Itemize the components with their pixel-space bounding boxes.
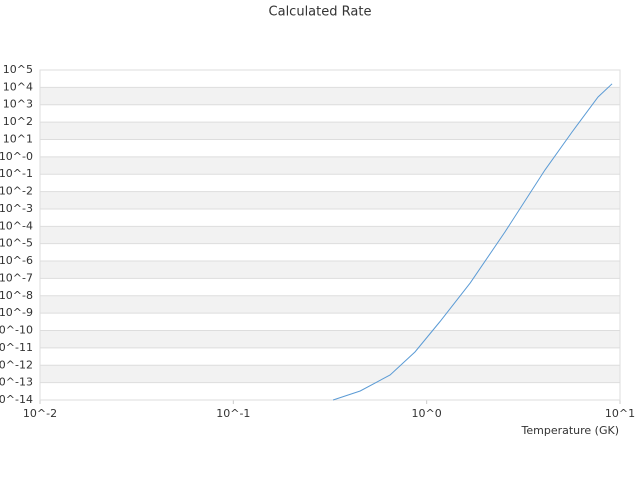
grid-band xyxy=(40,261,620,279)
grid-band xyxy=(40,156,620,175)
x-tick-label: 10^-2 xyxy=(23,407,57,420)
y-tick-label: 10^-7 xyxy=(0,271,33,284)
y-tick-label: 10^-2 xyxy=(0,185,33,198)
grid-band xyxy=(40,87,620,105)
grid-band xyxy=(40,295,620,314)
plot-frame xyxy=(39,69,621,401)
grid-band xyxy=(40,330,620,348)
grid-band xyxy=(40,191,620,209)
y-tick-label: 10^2 xyxy=(3,115,33,128)
y-tick-label: 10^-8 xyxy=(0,289,33,302)
y-tick-label: 10^5 xyxy=(3,63,33,76)
x-tick-label: 10^1 xyxy=(605,407,635,420)
y-tick-label: 10^-10 xyxy=(0,324,33,337)
y-tick-label: 10^4 xyxy=(3,80,33,93)
y-tick-label: 10^-9 xyxy=(0,306,33,319)
y-tick-label: 10^1 xyxy=(3,132,33,145)
y-tick-label: 10^-4 xyxy=(0,219,33,232)
grid-band xyxy=(40,226,620,244)
grid-band xyxy=(40,365,620,383)
y-tick-label: 10^-3 xyxy=(0,202,33,215)
y-tick-label: 10^-0 xyxy=(0,150,33,163)
y-tick-label: 10^-5 xyxy=(0,237,33,250)
x-axis-label: Temperature (GK) xyxy=(521,424,620,437)
y-tick-label: 10^-1 xyxy=(0,167,33,180)
y-tick-label: 10^-12 xyxy=(0,358,33,371)
grid-band xyxy=(40,122,620,140)
y-tick-label: 10^-14 xyxy=(0,393,33,406)
data-line xyxy=(332,83,613,401)
y-tick-label: 10^-13 xyxy=(0,376,33,389)
x-tick-label: 10^-1 xyxy=(216,407,250,420)
chart-title: Calculated Rate xyxy=(269,5,372,20)
y-tick-label: 10^3 xyxy=(3,98,33,111)
y-tick-label: 10^-6 xyxy=(0,254,33,267)
x-tick-label: 10^0 xyxy=(412,407,442,420)
y-tick-label: 10^-11 xyxy=(0,341,33,354)
